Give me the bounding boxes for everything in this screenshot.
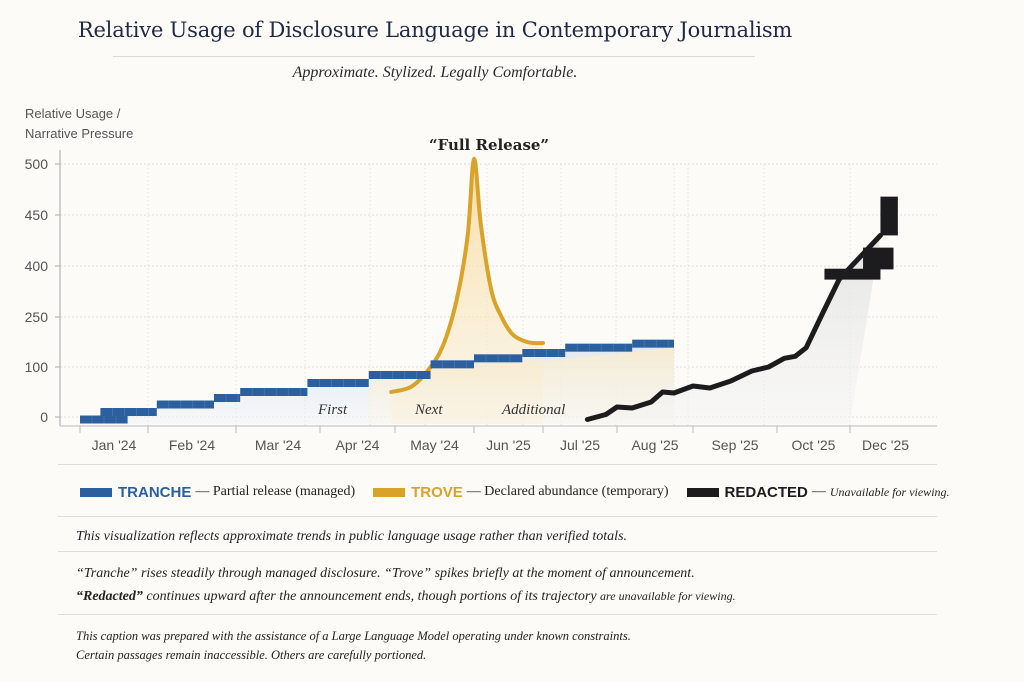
y-tick-label: 500	[25, 156, 49, 172]
caption-text-small: are unavailable for viewing.	[600, 589, 736, 603]
legend-item-redacted: REDACTED — Unavailable for viewing.	[686, 483, 950, 501]
series-lines	[80, 156, 898, 424]
footer-divider	[58, 614, 937, 615]
caption-term-redacted: “Redacted”	[76, 589, 143, 604]
footer-line-1: This caption was prepared with the assis…	[76, 629, 631, 643]
full-release-annotation: “Full Release”	[429, 136, 549, 154]
tranche-swatch-icon	[80, 487, 112, 497]
x-tick-label: Aug '25	[631, 437, 678, 453]
tranche-step	[632, 339, 674, 348]
footer-line-2: Certain passages remain inaccessible. Ot…	[76, 648, 427, 662]
tranche-step	[430, 360, 474, 369]
redaction-box	[863, 247, 894, 270]
x-tick-label: Jan '24	[92, 437, 137, 453]
redaction-box	[824, 268, 881, 280]
x-tick-label: Sep '25	[711, 437, 758, 453]
legend-item-tranche: TRANCHE — Partial release (managed)	[80, 484, 355, 501]
y-tick-label: 400	[25, 258, 49, 274]
legend-name: REDACTED	[724, 483, 808, 501]
y-tick-label: 250	[25, 309, 49, 325]
chart-title: Relative Usage of Disclosure Language in…	[77, 18, 793, 42]
legend-item-trove: TROVE — Declared abundance (temporary)	[373, 483, 669, 501]
annotation-additional: Additional	[501, 402, 565, 418]
y-tick-label: 0	[40, 409, 48, 425]
x-tick-label: Oct '25	[792, 437, 836, 453]
tranche-step	[522, 349, 566, 357]
chart-canvas: 0 100 250 400 450 500 Jan '24 Feb '24 Mar '24 Apr…	[25, 136, 937, 453]
caption-text: continues upward after the announcement …	[142, 589, 601, 604]
caption-disclaimer: This visualization reflects approximate …	[76, 529, 628, 544]
caption-term-trove: “Trove”	[384, 566, 432, 581]
tranche-step	[240, 388, 308, 396]
axis-labels: 0 100 250 400 450 500 Jan '24 Feb '24 Mar '24 Apr…	[25, 156, 910, 453]
legend-name: TRANCHE	[118, 483, 192, 501]
tranche-step	[307, 379, 369, 387]
x-tick-label: Jun '25	[486, 437, 531, 453]
redacted-line	[584, 232, 883, 422]
x-tick-label: May '24	[410, 437, 459, 453]
x-tick-label: Dec '25	[862, 437, 909, 453]
caption-text: spikes briefly at the moment of announce…	[431, 566, 695, 581]
tranche-step	[156, 400, 214, 409]
legend-desc-small: Unavailable for viewing.	[829, 484, 950, 499]
caption-redacted: “Redacted” continues upward after the an…	[76, 589, 736, 605]
x-tick-label: Mar '24	[255, 437, 301, 453]
legend: TRANCHE — Partial release (managed) TROV…	[80, 482, 968, 502]
redacted-area	[587, 235, 881, 424]
caption-tranche-trove: “Tranche” rises steadily through managed…	[76, 566, 695, 582]
y-axis-label-line-1: Relative Usage /	[25, 106, 121, 121]
chart-subtitle: Approximate. Stylized. Legally Comfortab…	[292, 64, 578, 81]
y-tick-label: 450	[25, 207, 49, 223]
trove-swatch-icon	[373, 487, 406, 497]
tranche-step	[100, 408, 157, 416]
tranche-step	[368, 371, 431, 379]
tranche-step	[214, 394, 241, 402]
y-axis-label: Relative Usage / Narrative Pressure	[25, 104, 133, 144]
x-tick-label: Feb '24	[169, 437, 215, 453]
caption-term-tranche: “Tranche”	[76, 566, 138, 581]
axes	[55, 150, 937, 433]
trove-line	[389, 156, 545, 394]
legend-desc: — Partial release (managed)	[195, 484, 356, 499]
legend-top-divider	[58, 464, 937, 465]
x-tick-label: Jul '25	[560, 437, 600, 453]
legend-desc: — Declared abundance (temporary)	[466, 484, 669, 499]
annotation-next: Next	[414, 402, 443, 418]
redacted-swatch-icon	[686, 487, 719, 497]
tranche-step	[565, 343, 633, 352]
y-axis-label-line-2: Narrative Pressure	[25, 126, 134, 141]
title-divider	[113, 56, 755, 57]
legend-bottom-divider	[58, 516, 937, 517]
x-tick-label: Apr '24	[336, 437, 380, 453]
y-tick-label: 100	[25, 359, 49, 375]
annotation-first: First	[317, 402, 348, 418]
legend-desc: —	[811, 484, 826, 499]
caption-footer: This caption was prepared with the assis…	[76, 627, 631, 665]
legend-name: TROVE	[411, 483, 463, 501]
caption-text: rises steadily through managed disclosur…	[137, 566, 385, 581]
redaction-box	[880, 196, 898, 236]
caption-divider	[58, 551, 937, 552]
